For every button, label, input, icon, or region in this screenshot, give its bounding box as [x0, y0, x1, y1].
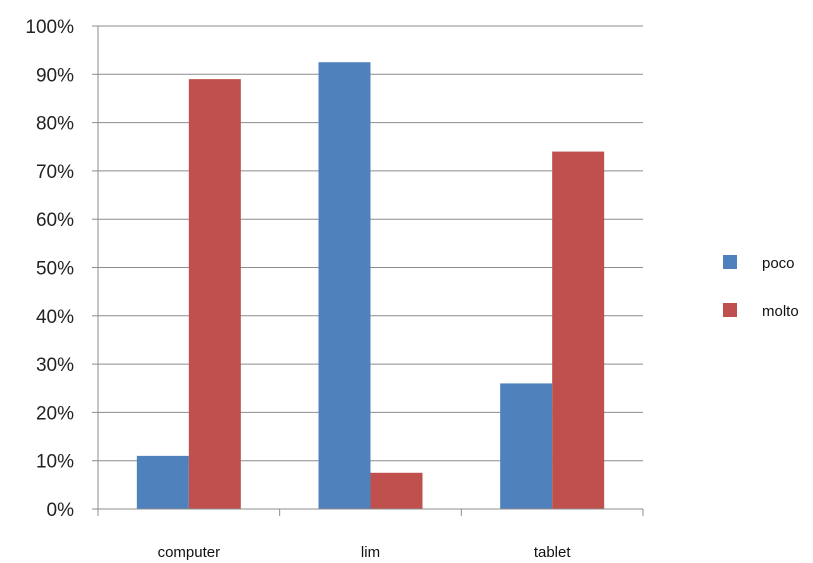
legend-swatch-poco	[723, 255, 737, 269]
bar-molto-computer	[188, 79, 241, 509]
y-tick-label: 70%	[36, 162, 74, 183]
bars	[136, 62, 605, 509]
bar-molto-lim	[370, 472, 423, 509]
bar-poco-tablet	[500, 383, 553, 509]
axes	[92, 25, 644, 516]
y-tick-label: 60%	[36, 210, 74, 231]
y-tick-label: 40%	[36, 307, 74, 328]
x-category-label: tablet	[534, 544, 572, 561]
x-category-label: lim	[361, 544, 380, 561]
x-category-label: computer	[158, 544, 221, 561]
y-tick-label: 80%	[36, 114, 74, 135]
bar-poco-computer	[136, 455, 189, 509]
legend-label-poco: poco	[762, 255, 795, 272]
y-tick-label: 90%	[36, 65, 74, 86]
y-tick-label: 20%	[36, 403, 74, 424]
legend-label-molto: molto	[762, 303, 799, 320]
y-tick-label: 50%	[36, 259, 74, 280]
legend-swatch-molto	[723, 303, 737, 317]
y-tick-label: 100%	[25, 17, 74, 38]
y-tick-label: 10%	[36, 452, 74, 473]
legend: poco molto	[723, 255, 799, 320]
bar-poco-lim	[318, 62, 371, 509]
y-tick-label: 30%	[36, 355, 74, 376]
bar-molto-tablet	[552, 151, 605, 509]
x-axis-category-labels: computer lim tablet	[158, 544, 572, 561]
y-tick-label: 0%	[47, 500, 75, 521]
y-axis-tick-labels: 0% 10% 20% 30% 40% 50% 60% 70% 80% 90% 100%	[25, 17, 74, 521]
